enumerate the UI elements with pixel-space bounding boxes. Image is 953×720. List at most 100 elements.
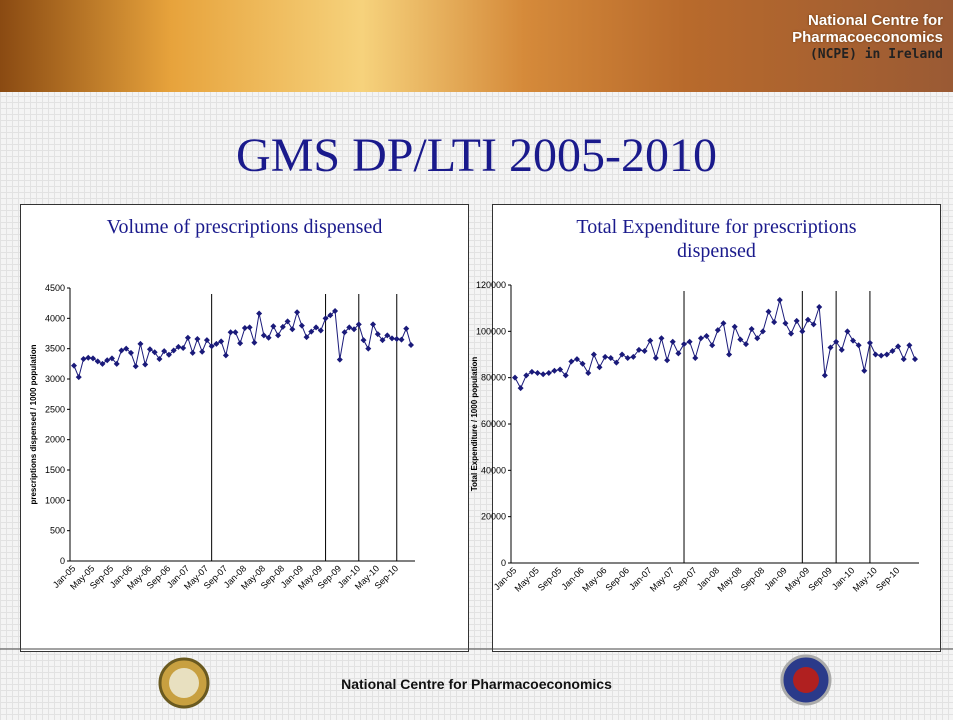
data-line xyxy=(74,311,411,377)
data-point xyxy=(76,374,82,380)
data-point xyxy=(670,339,676,345)
charts: 050010001500200025003000350040004500pres… xyxy=(0,0,953,720)
data-point xyxy=(732,324,738,330)
data-point xyxy=(867,340,873,346)
y-tick-label: 2000 xyxy=(45,435,65,445)
data-point xyxy=(861,368,867,374)
data-point xyxy=(365,346,371,352)
y-tick-label: 4000 xyxy=(45,313,65,323)
y-tick-label: 20000 xyxy=(481,512,506,522)
data-point xyxy=(844,328,850,334)
x-tick-label: Sep-09 xyxy=(806,565,834,593)
y-tick-label: 0 xyxy=(60,556,65,566)
x-tick-label: Sep-05 xyxy=(536,565,564,593)
data-point xyxy=(299,323,305,329)
data-point xyxy=(323,315,329,321)
data-point xyxy=(568,358,574,364)
data-point xyxy=(585,370,591,376)
data-point xyxy=(137,341,143,347)
data-line xyxy=(515,300,915,388)
data-point xyxy=(147,346,153,352)
data-point xyxy=(912,356,918,362)
data-point xyxy=(85,355,91,361)
data-point xyxy=(199,349,205,355)
data-point xyxy=(878,353,884,359)
data-point xyxy=(704,333,710,339)
data-point xyxy=(602,354,608,360)
data-point xyxy=(133,363,139,369)
data-point xyxy=(540,371,546,377)
y-tick-label: 3000 xyxy=(45,374,65,384)
data-point xyxy=(625,355,631,361)
x-tick-label: Sep-10 xyxy=(874,565,902,593)
y-tick-label: 80000 xyxy=(481,373,506,383)
x-tick-label: May-10 xyxy=(851,565,879,593)
data-point xyxy=(256,310,262,316)
data-point xyxy=(794,318,800,324)
data-point xyxy=(726,352,732,358)
data-point xyxy=(777,297,783,303)
data-point xyxy=(251,340,257,346)
y-tick-label: 120000 xyxy=(476,280,506,290)
data-point xyxy=(822,372,828,378)
x-tick-label: May-06 xyxy=(580,565,608,593)
y-tick-label: 100000 xyxy=(476,326,506,336)
data-point xyxy=(270,323,276,329)
data-point xyxy=(337,357,343,363)
y-axis-label: prescriptions dispensed / 1000 populatio… xyxy=(29,344,38,504)
footer-text: National Centre for Pharmacoeconomics xyxy=(0,676,953,692)
data-point xyxy=(289,326,295,332)
data-point xyxy=(591,352,597,358)
data-point xyxy=(709,342,715,348)
data-point xyxy=(687,339,693,345)
data-point xyxy=(318,327,324,333)
data-point xyxy=(535,370,541,376)
data-point xyxy=(180,345,186,351)
data-point xyxy=(232,329,238,335)
data-point xyxy=(782,320,788,326)
data-point xyxy=(190,350,196,356)
x-tick-label: May-05 xyxy=(513,565,541,593)
data-point xyxy=(653,355,659,361)
data-point xyxy=(788,331,794,337)
data-point xyxy=(873,352,879,358)
data-point xyxy=(884,352,890,358)
data-point xyxy=(389,335,395,341)
data-point xyxy=(275,332,281,338)
data-point xyxy=(675,350,681,356)
x-tick-label: May-07 xyxy=(648,565,676,593)
data-point xyxy=(529,369,535,375)
data-point xyxy=(399,337,405,343)
data-point xyxy=(394,336,400,342)
data-point xyxy=(546,370,552,376)
data-point xyxy=(664,357,670,363)
data-point xyxy=(90,355,96,361)
data-point xyxy=(142,361,148,367)
data-point xyxy=(518,385,524,391)
data-point xyxy=(237,340,243,346)
data-point xyxy=(692,355,698,361)
data-point xyxy=(816,304,822,310)
data-point xyxy=(771,319,777,325)
data-point xyxy=(512,375,518,381)
x-tick-label: May-09 xyxy=(783,565,811,593)
data-point xyxy=(242,325,248,331)
data-point xyxy=(766,309,772,315)
y-tick-label: 40000 xyxy=(481,465,506,475)
data-point xyxy=(906,342,912,348)
data-point xyxy=(80,356,86,362)
data-point xyxy=(185,335,191,341)
y-axis-label: Total Expenditure / 1000 population xyxy=(470,357,479,492)
data-point xyxy=(839,347,845,353)
y-tick-label: 1000 xyxy=(45,495,65,505)
data-point xyxy=(681,341,687,347)
data-point xyxy=(551,368,557,374)
data-point xyxy=(901,356,907,362)
y-tick-label: 0 xyxy=(501,558,506,568)
data-point xyxy=(647,338,653,344)
y-tick-label: 500 xyxy=(50,526,65,536)
data-point xyxy=(658,335,664,341)
data-point xyxy=(408,342,414,348)
data-point xyxy=(403,326,409,332)
data-point xyxy=(247,324,253,330)
